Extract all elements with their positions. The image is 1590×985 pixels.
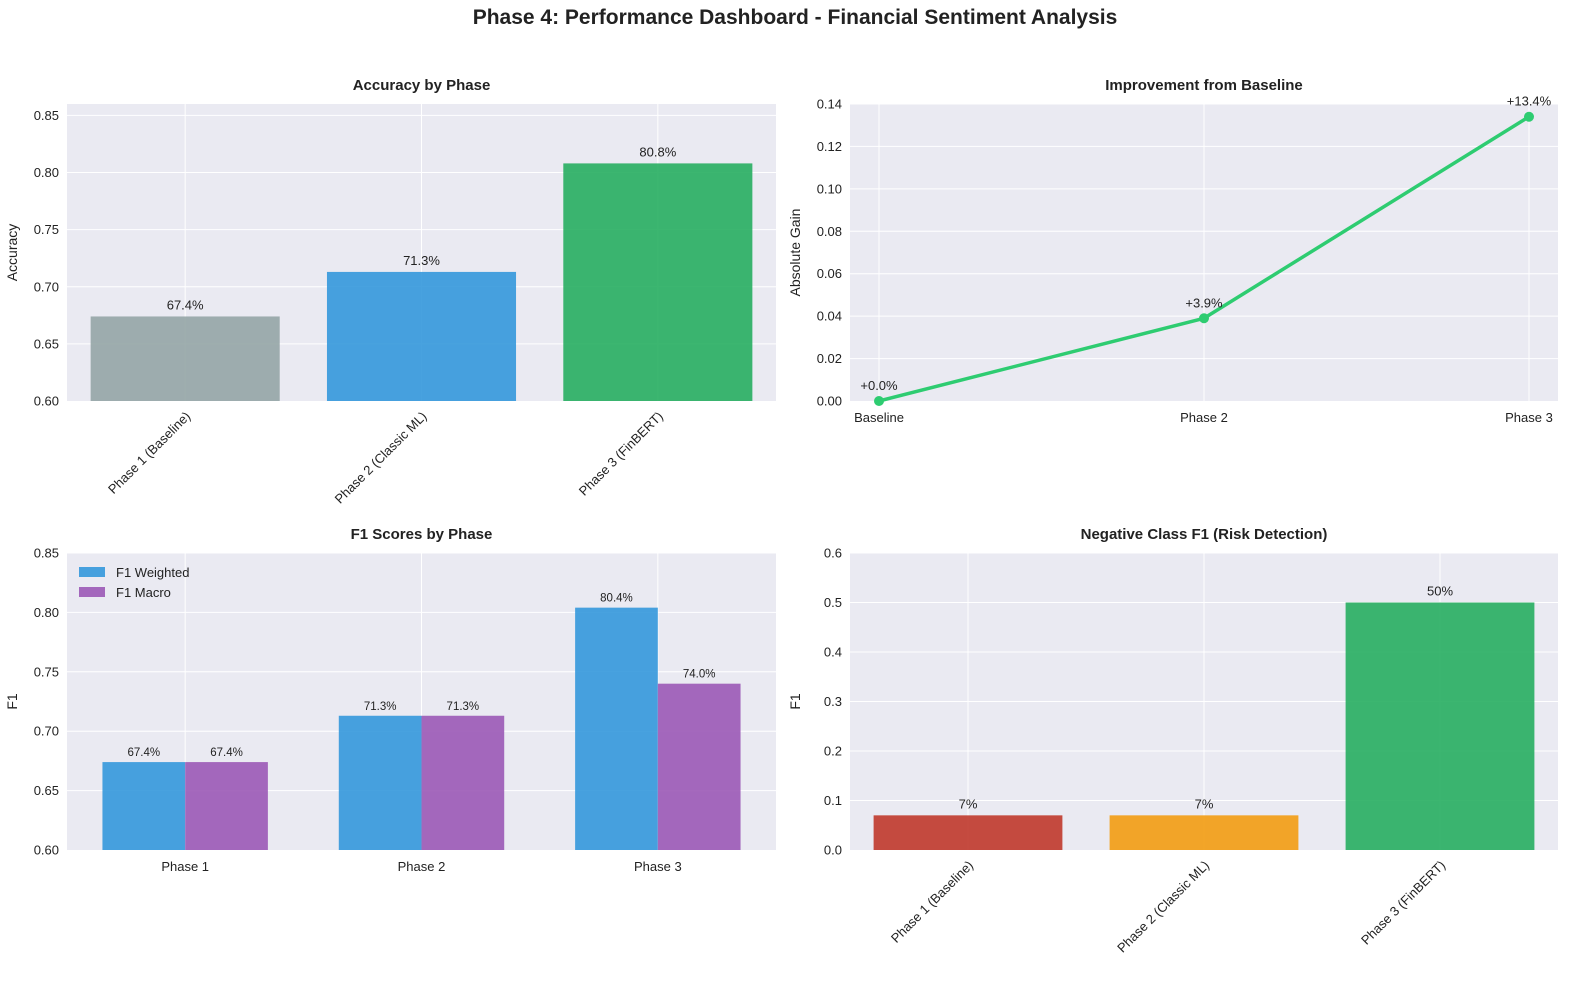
x-tick-label: Phase 3 (FinBERT) <box>1358 858 1448 948</box>
bar <box>1109 815 1299 850</box>
data-label: 80.4% <box>600 593 633 605</box>
x-tick-label: Phase 2 <box>1180 410 1228 425</box>
data-label: +0.0% <box>860 378 898 393</box>
data-label: +3.9% <box>1185 295 1223 310</box>
y-tick-label: 0.65 <box>34 336 59 351</box>
bar-f1-macro <box>421 715 505 850</box>
y-tick-label: 0.04 <box>817 309 842 324</box>
bar <box>90 316 280 401</box>
y-tick-label: 0.14 <box>817 97 842 112</box>
data-label: 7% <box>959 796 978 811</box>
accuracy-chart: 0.60 0.65 0.70 0.75 0.80 0.85 Accuracy by Phas… <box>4 77 776 506</box>
x-tick-label: Phase 2 (Classic ML) <box>1114 858 1212 956</box>
improvement-chart: 0.00 0.02 0.04 0.06 0.08 0.10 0.12 0.14 Improvem… <box>787 77 1558 425</box>
bar <box>563 163 753 401</box>
data-label: 80.8% <box>639 144 676 159</box>
legend: F1 Weighted F1 Macro <box>79 565 189 600</box>
x-tick-label: Phase 1 (Baseline) <box>888 858 976 946</box>
y-tick-label: 0.4 <box>824 645 842 660</box>
x-tick-label: Phase 3 <box>634 859 682 874</box>
x-tick-label: Phase 3 (FinBERT) <box>576 409 666 499</box>
y-tick-label: 0.5 <box>824 595 842 610</box>
legend-label: F1 Weighted <box>116 565 189 580</box>
y-axis-label: F1 <box>4 693 20 710</box>
data-point <box>1524 111 1534 122</box>
y-tick-label: 0.6 <box>824 546 842 561</box>
bar-f1-weighted <box>338 715 422 850</box>
bar <box>326 271 517 401</box>
y-tick-label: 0.08 <box>817 224 842 239</box>
data-label: 67.4% <box>210 747 243 759</box>
negf1-chart: 0.0 0.1 0.2 0.3 0.4 0.5 0.6 Negative Class F1 (… <box>787 526 1558 955</box>
y-tick-label: 0.75 <box>34 222 59 237</box>
data-label: 74.0% <box>683 669 716 681</box>
y-tick-label: 0.1 <box>824 793 842 808</box>
f1-chart: 0.60 0.65 0.70 0.75 0.80 0.85 F1 Scores by Pha… <box>4 526 776 874</box>
bar <box>873 815 1063 850</box>
y-tick-label: 0.2 <box>824 744 842 759</box>
x-tick-label: Phase 3 <box>1505 410 1553 425</box>
data-label: 67.4% <box>167 297 204 312</box>
y-tick-label: 0.80 <box>34 165 59 180</box>
data-label: +13.4% <box>1507 94 1552 109</box>
chart-title: F1 Scores by Phase <box>351 526 493 543</box>
y-axis-label: Absolute Gain <box>787 209 803 297</box>
bar <box>1345 602 1535 850</box>
y-tick-label: 0.70 <box>34 724 59 739</box>
y-tick-label: 0.75 <box>34 664 59 679</box>
data-point <box>874 396 884 406</box>
legend-swatch <box>79 567 105 577</box>
bar-f1-weighted <box>575 607 658 850</box>
y-tick-label: 0.85 <box>34 546 59 561</box>
y-tick-label: 0.60 <box>34 394 59 409</box>
chart-title: Negative Class F1 (Risk Detection) <box>1081 526 1328 543</box>
data-label: 50% <box>1427 584 1453 599</box>
chart-title: Accuracy by Phase <box>353 77 491 94</box>
y-axis-label: Accuracy <box>4 224 20 282</box>
y-tick-label: 0.06 <box>817 266 842 281</box>
legend-swatch <box>79 587 105 597</box>
y-tick-label: 0.10 <box>817 181 842 196</box>
bar-f1-macro <box>185 762 268 850</box>
data-point <box>1199 313 1209 324</box>
bar-f1-macro <box>657 683 741 850</box>
data-label: 67.4% <box>128 747 161 759</box>
y-tick-label: 0.00 <box>817 394 842 409</box>
y-tick-label: 0.02 <box>817 351 842 366</box>
chart-title: Improvement from Baseline <box>1105 77 1303 94</box>
legend-label: F1 Macro <box>116 585 171 600</box>
y-tick-label: 0.60 <box>34 843 59 858</box>
data-label: 7% <box>1195 796 1214 811</box>
data-label: 71.3% <box>403 253 440 268</box>
data-label: 71.3% <box>447 701 480 713</box>
data-label: 71.3% <box>364 701 397 713</box>
y-tick-label: 0.3 <box>824 694 842 709</box>
x-tick-label: Phase 1 (Baseline) <box>105 409 193 497</box>
x-tick-label: Phase 2 <box>398 859 446 874</box>
y-tick-label: 0.70 <box>34 279 59 294</box>
y-axis-label: F1 <box>787 693 803 710</box>
bar-f1-weighted <box>102 762 186 850</box>
y-tick-label: 0.65 <box>34 783 59 798</box>
x-tick-label: Baseline <box>854 410 904 425</box>
x-tick-label: Phase 2 (Classic ML) <box>332 409 430 507</box>
y-tick-label: 0.80 <box>34 605 59 620</box>
dashboard-title: Phase 4: Performance Dashboard - Financi… <box>472 6 1118 29</box>
x-tick-label: Phase 1 <box>161 859 209 874</box>
y-tick-label: 0.85 <box>34 108 59 123</box>
y-tick-label: 0.0 <box>824 843 842 858</box>
y-tick-label: 0.12 <box>817 139 842 154</box>
